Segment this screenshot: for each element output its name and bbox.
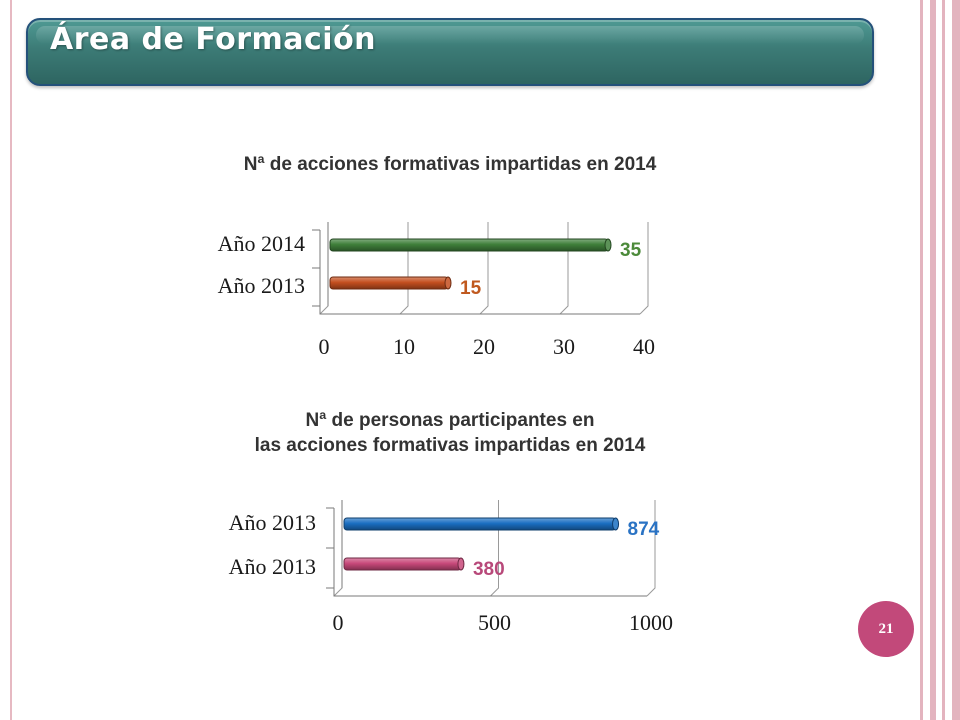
page-title: Área de Formación (50, 22, 377, 57)
chart2-subtitle: las acciones formativas impartidas en 20… (254, 435, 646, 456)
chart2-bar-cap (457, 557, 465, 571)
left-frame-line (10, 0, 12, 720)
chart1-tick-label: 10 (393, 334, 415, 359)
chart2-data-label: 874 (628, 519, 660, 540)
chart2-tick-label: 0 (333, 610, 344, 635)
chart1-axis (319, 222, 640, 315)
chart1-bar (329, 238, 609, 252)
chart1-gridline (559, 222, 569, 315)
chart2-gridline (490, 500, 499, 597)
chart1-gridline (639, 222, 649, 315)
chart2-title-block: Nª de personas participantes en las acci… (100, 408, 800, 458)
chart2-bar-cap (612, 517, 620, 531)
chart1-tick-label: 20 (473, 334, 495, 359)
chart2-title: Nª de personas participantes en (305, 410, 595, 431)
page-number-badge: 21 (858, 601, 914, 657)
chart1-category-label: Año 2013 (218, 273, 305, 298)
chart1-gridline (319, 222, 329, 315)
chart2-tick-label: 500 (478, 610, 511, 635)
chart1-tick-label: 40 (633, 334, 655, 359)
chart2-gridline (646, 500, 656, 597)
header-bar (26, 18, 874, 86)
chart2-bar (343, 517, 617, 531)
chart2-category-label: Año 2013 (229, 510, 316, 535)
chart1-data-label: 35 (620, 240, 642, 261)
chart1-bar-cap (444, 276, 452, 290)
chart1-tick-label: 0 (319, 334, 330, 359)
chart2-tick-label: 1000 (629, 610, 673, 635)
chart1: 0 10 20 30 40 35 Año 2014 15 Año 2013 (218, 222, 655, 359)
chart1-category-label: Año 2014 (218, 231, 305, 256)
chart1-data-label: 15 (460, 278, 482, 299)
chart1-tick-label: 30 (553, 334, 575, 359)
chart1-gridline (479, 222, 489, 315)
chart2-category-label: Año 2013 (229, 554, 316, 579)
chart2-data-label: 380 (473, 559, 505, 580)
chart1-title: Nª de acciones formativas impartidas en … (243, 154, 657, 175)
chart2-bar (343, 557, 462, 571)
right-frame-stripes (918, 0, 960, 720)
chart1-bar (329, 276, 449, 290)
chart1-bar-cap (604, 238, 612, 252)
chart2: 0 500 1000 874 Año 2013 380 Año 2013 (229, 500, 673, 635)
chart2-gridline (333, 500, 343, 597)
chart1-gridline (399, 222, 409, 315)
chart2-axis (333, 500, 647, 597)
